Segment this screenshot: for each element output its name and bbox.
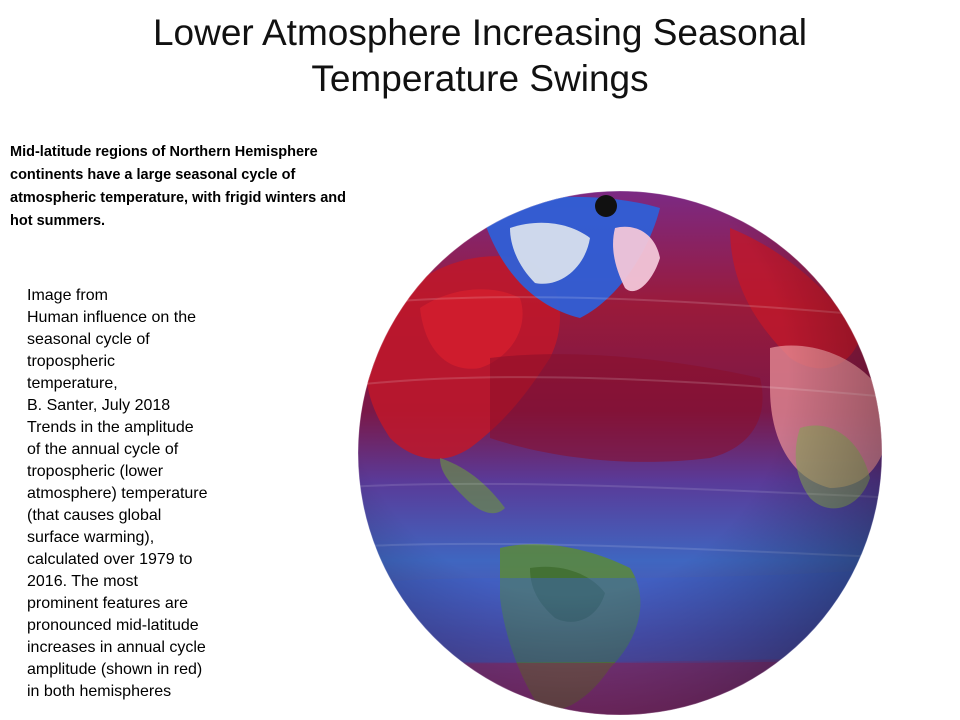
lead-paragraph: Mid-latitude regions of Northern Hemisph… [10,144,346,229]
caption-line: Trends in the amplitude [27,419,194,436]
caption-line: tropospheric [27,353,116,370]
caption-line: Image from [27,287,108,304]
globe-figure [330,188,900,720]
caption-line: increases in annual cycle [27,639,206,656]
caption-line: Human influence on the [27,309,196,326]
caption-line: 2016. The most [27,573,138,590]
caption-line: seasonal cycle of [27,331,150,348]
caption-line: amplitude (shown in red) [27,661,203,678]
caption-line: prominent features are [27,595,188,612]
caption-line: atmosphere) temperature [27,485,208,502]
title-line-1: Lower Atmosphere Increasing Seasonal [152,12,808,53]
caption-line: tropospheric (lower [27,463,164,480]
caption-line: (that causes global [27,507,162,524]
caption-line: of the annual cycle of [27,441,179,458]
image-caption: Image from Human influence on the season… [27,285,233,703]
caption-line: in both hemispheres [27,683,172,700]
slide-title: Lower Atmosphere Increasing Seasonal Tem… [60,10,900,102]
caption-line: surface warming), [27,529,155,546]
globe-map-image [357,190,883,716]
caption-line: pronounced mid-latitude [27,617,199,634]
caption-line: B. Santer, July 2018 [27,397,171,414]
caption-line: calculated over 1979 to [27,551,193,568]
caption-line: temperature, [27,375,118,392]
title-line-2: Temperature Swings [311,58,649,99]
